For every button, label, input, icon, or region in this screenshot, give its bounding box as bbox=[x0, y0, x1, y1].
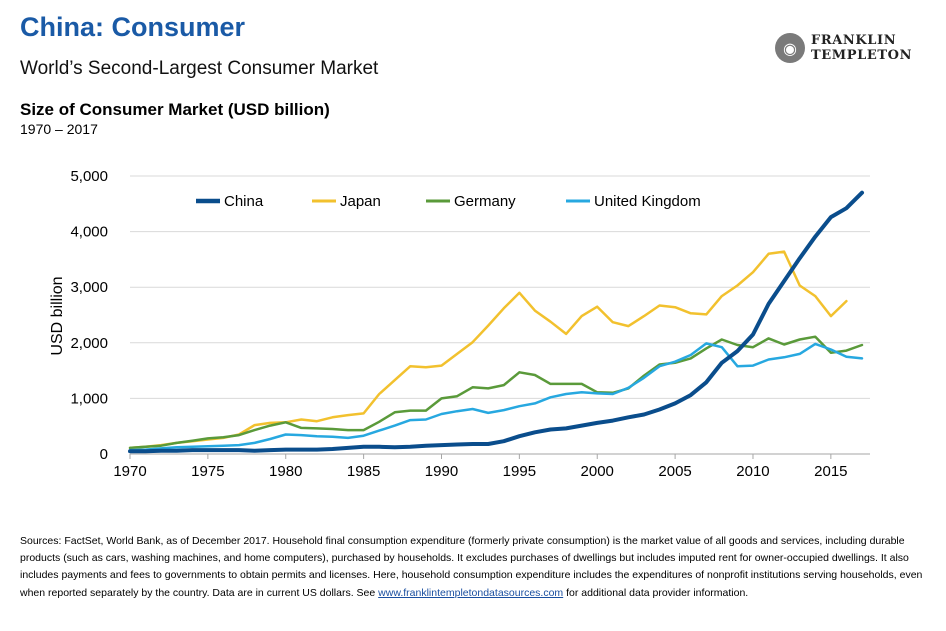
consumer-market-line-chart: 0 1,000 2,000 3,000 4,000 5,000 1970 1975 1980 19… bbox=[49, 168, 870, 480]
x-tick-label: 1975 bbox=[191, 463, 224, 480]
y-axis-title: USD billion bbox=[49, 276, 66, 355]
franklin-portrait-icon: ◉ bbox=[775, 33, 805, 63]
logo-line-2: TEMPLETON bbox=[811, 48, 913, 63]
axes: 0 1,000 2,000 3,000 4,000 5,000 1970 1975 1980 19… bbox=[70, 168, 870, 480]
x-tick-label: 1970 bbox=[113, 463, 146, 480]
y-tick-label: 2,000 bbox=[70, 335, 108, 352]
data-sources-link[interactable]: www.franklintempletondatasources.com bbox=[378, 586, 564, 599]
gridlines bbox=[130, 175, 870, 399]
legend-label: China bbox=[224, 193, 264, 210]
x-tick-label: 2005 bbox=[658, 463, 691, 480]
y-tick-label: 4,000 bbox=[70, 224, 108, 241]
x-tick-label: 1980 bbox=[269, 463, 302, 480]
page-subtitle: World’s Second-Largest Consumer Market bbox=[20, 58, 379, 79]
y-tick-label: 1,000 bbox=[70, 390, 108, 407]
x-tick-label: 2000 bbox=[581, 463, 614, 480]
legend-label: Japan bbox=[340, 193, 381, 210]
x-tick-label: 2015 bbox=[814, 463, 847, 480]
chart-date-range: 1970 – 2017 bbox=[20, 121, 98, 137]
sources-footnote: Sources: FactSet, World Bank, as of Dece… bbox=[20, 533, 925, 602]
series-line-united-kingdom bbox=[128, 342, 864, 452]
legend: China Japan Germany United Kingdom bbox=[196, 193, 701, 210]
x-tick-label: 1990 bbox=[425, 463, 458, 480]
series-line-japan bbox=[128, 250, 848, 450]
legend-label: Germany bbox=[454, 193, 516, 210]
y-tick-label: 5,000 bbox=[70, 168, 108, 185]
x-tick-label: 2010 bbox=[736, 463, 769, 480]
chart-title: Size of Consumer Market (USD billion) bbox=[20, 100, 330, 119]
x-tick-label: 1985 bbox=[347, 463, 380, 480]
series-line-china bbox=[128, 190, 864, 454]
footnote-text-end: for additional data provider information… bbox=[563, 586, 749, 599]
franklin-templeton-logo: ◉ FRANKLIN TEMPLETON bbox=[775, 30, 925, 66]
footnote-text: Sources: FactSet, World Bank, as of Dece… bbox=[20, 535, 923, 599]
y-tick-label: 3,000 bbox=[70, 279, 108, 296]
y-tick-label: 0 bbox=[100, 446, 108, 463]
logo-line-1: FRANKLIN bbox=[811, 33, 897, 48]
legend-label: United Kingdom bbox=[594, 193, 701, 210]
series-lines bbox=[128, 190, 864, 454]
page-title: China: Consumer bbox=[20, 12, 246, 42]
x-tick-label: 1995 bbox=[503, 463, 536, 480]
series-line-germany bbox=[128, 335, 864, 450]
